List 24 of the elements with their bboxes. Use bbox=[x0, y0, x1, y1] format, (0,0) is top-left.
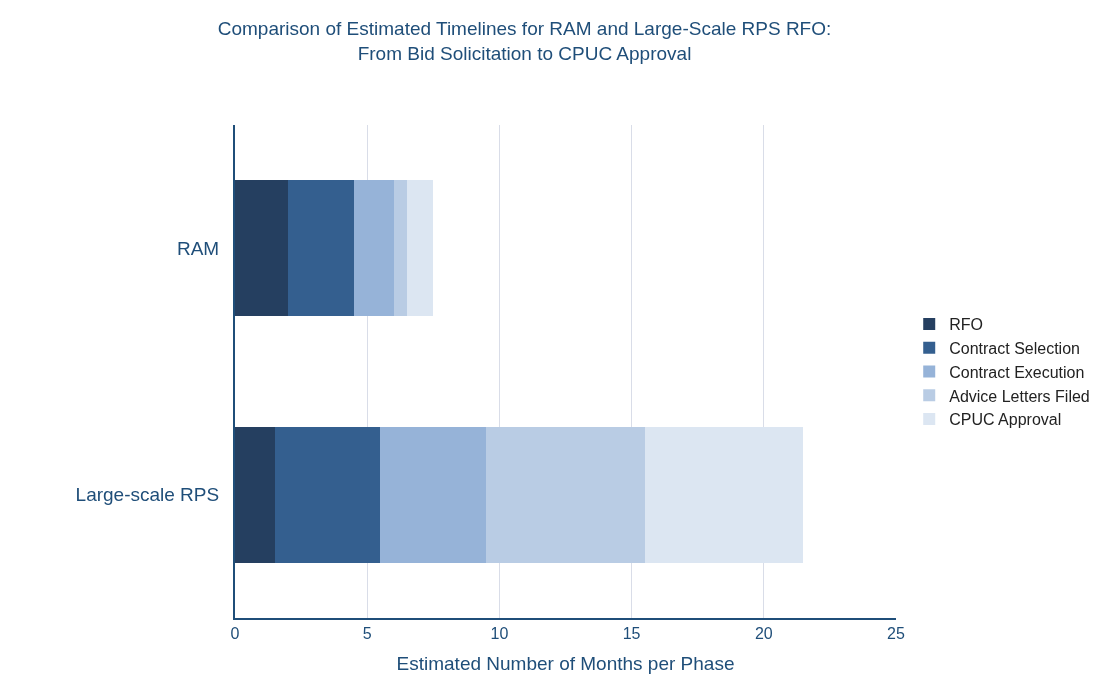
bar bbox=[287, 180, 354, 317]
bar bbox=[486, 426, 645, 563]
legend-label: Contract Execution bbox=[949, 363, 1085, 381]
bar bbox=[353, 180, 394, 317]
y-tick-label: RAM bbox=[176, 237, 220, 259]
legend-label: Contract Selection bbox=[949, 339, 1080, 357]
bar bbox=[274, 426, 381, 563]
x-tick-label: 0 bbox=[230, 625, 240, 643]
x-tick-label: 10 bbox=[490, 625, 509, 643]
bar bbox=[380, 426, 487, 563]
legend-label: CPUC Approval bbox=[949, 411, 1062, 429]
legend-label: RFO bbox=[949, 316, 983, 334]
bar bbox=[235, 426, 275, 563]
bar bbox=[235, 180, 288, 317]
bar bbox=[393, 180, 407, 317]
bar bbox=[406, 180, 434, 317]
x-tick-label: 25 bbox=[887, 625, 905, 643]
legend-label: Advice Letters Filed bbox=[949, 387, 1090, 405]
x-tick-label: 15 bbox=[622, 625, 641, 643]
y-tick-label: Large-scale RPS bbox=[75, 484, 220, 506]
chart-title: Comparison of Estimated Timelines for RAM and Large-Scale RPS RFO: From Bid Solicitation to CPUC Approval bbox=[217, 17, 832, 64]
x-tick-label: 20 bbox=[754, 625, 773, 643]
x-tick-label: 5 bbox=[362, 625, 372, 643]
x-axis-title: Estimated Number of Months per Phase bbox=[396, 652, 735, 674]
